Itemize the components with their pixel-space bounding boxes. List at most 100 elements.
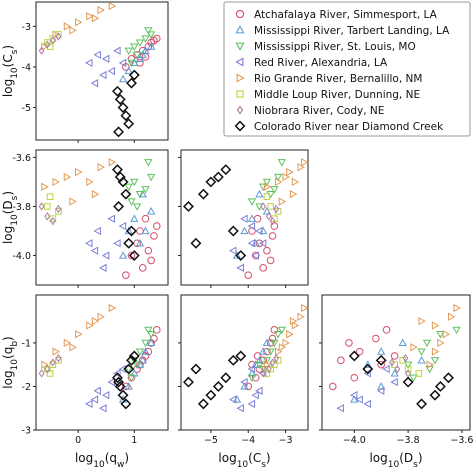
x-tick-label: −3 <box>279 435 293 446</box>
data-point <box>127 251 136 260</box>
data-point <box>86 177 94 187</box>
data-point <box>123 363 135 375</box>
data-point <box>244 271 253 279</box>
data-point <box>197 188 209 200</box>
data-point <box>152 222 161 230</box>
data-point <box>130 43 139 51</box>
data-point <box>138 50 147 58</box>
data-point <box>205 176 217 188</box>
data-point <box>127 374 136 383</box>
legend-frame <box>223 1 471 137</box>
data-point <box>141 226 150 235</box>
data-point <box>262 207 272 215</box>
data-point <box>69 26 77 35</box>
data-point <box>410 343 418 352</box>
data-point <box>117 389 129 401</box>
x-tick-label: 1 <box>131 435 137 446</box>
data-point <box>429 389 441 401</box>
data-point <box>236 263 244 272</box>
data-point <box>183 200 194 212</box>
data-point <box>135 191 145 199</box>
legend-entry: Niobrara River, Cody, NE <box>236 105 384 117</box>
legend-label: Middle Loup River, Dunning, NE <box>254 89 420 101</box>
data-point <box>240 214 248 223</box>
y-tick-label: -3.6 <box>12 153 31 164</box>
data-point <box>150 36 158 45</box>
data-point <box>363 369 371 378</box>
data-point <box>389 358 395 367</box>
legend-label: Mississippi River, St. Louis, MO <box>254 41 416 53</box>
data-point <box>266 256 275 265</box>
data-point <box>146 31 156 39</box>
data-point <box>269 358 276 367</box>
data-point <box>394 364 401 374</box>
data-point <box>426 360 434 369</box>
data-point <box>405 369 412 378</box>
data-point <box>91 14 100 23</box>
data-point <box>114 93 126 105</box>
data-point <box>267 203 274 210</box>
data-point <box>130 178 139 187</box>
legend-label: Colorado River near Diamond Creek <box>254 121 444 133</box>
data-point <box>262 338 272 347</box>
data-point <box>146 207 156 215</box>
data-point <box>278 197 287 206</box>
data-point <box>418 316 426 326</box>
legend-marker <box>236 90 244 98</box>
data-point <box>69 343 77 352</box>
data-point <box>273 204 280 214</box>
data-point <box>390 377 398 387</box>
data-point <box>205 389 217 401</box>
data-point <box>146 42 156 50</box>
data-point <box>135 348 145 356</box>
y-axis-label: log10(qb) <box>1 336 20 388</box>
data-point <box>108 303 117 313</box>
panel-qb-vs-qw: 0 1 -3 -2 -1 <box>22 294 169 446</box>
data-point <box>113 200 125 212</box>
data-point <box>422 339 432 348</box>
data-point <box>235 250 247 262</box>
data-point <box>122 271 130 279</box>
data-point <box>141 35 150 43</box>
data-point <box>258 239 267 248</box>
data-point <box>434 380 446 392</box>
data-point <box>362 363 374 375</box>
data-point <box>372 334 380 343</box>
data-point <box>132 51 142 60</box>
data-point <box>43 39 51 46</box>
data-point <box>274 347 283 356</box>
data-point <box>141 53 150 61</box>
data-point <box>128 350 140 362</box>
legend-marker <box>236 105 244 115</box>
data-point <box>442 330 451 339</box>
x-tick-label: −4.0 <box>343 435 366 446</box>
data-point <box>240 382 249 390</box>
data-point <box>265 212 272 221</box>
panel-qb-vs-Ds: −4.0 −3.8 −3.6 <box>319 294 473 446</box>
data-point <box>253 352 262 360</box>
data-point <box>235 350 247 362</box>
data-point <box>277 159 287 167</box>
data-point <box>91 316 100 326</box>
data-point <box>141 347 150 355</box>
data-point <box>263 360 272 369</box>
data-point <box>113 369 121 378</box>
data-point <box>133 239 141 247</box>
x-axis-label: log10(qw) <box>75 451 129 468</box>
data-point <box>91 190 100 199</box>
data-point <box>255 226 263 236</box>
data-point <box>247 399 256 409</box>
data-point <box>93 226 101 236</box>
data-point <box>147 38 155 47</box>
data-point <box>263 193 271 200</box>
data-point <box>291 321 300 330</box>
data-point <box>141 215 150 223</box>
data-point <box>41 182 49 191</box>
data-point <box>266 191 275 199</box>
data-point <box>403 361 413 370</box>
data-point <box>260 369 267 378</box>
data-point <box>132 203 142 211</box>
data-point <box>123 118 135 130</box>
data-point <box>86 12 94 21</box>
data-point <box>404 365 412 373</box>
